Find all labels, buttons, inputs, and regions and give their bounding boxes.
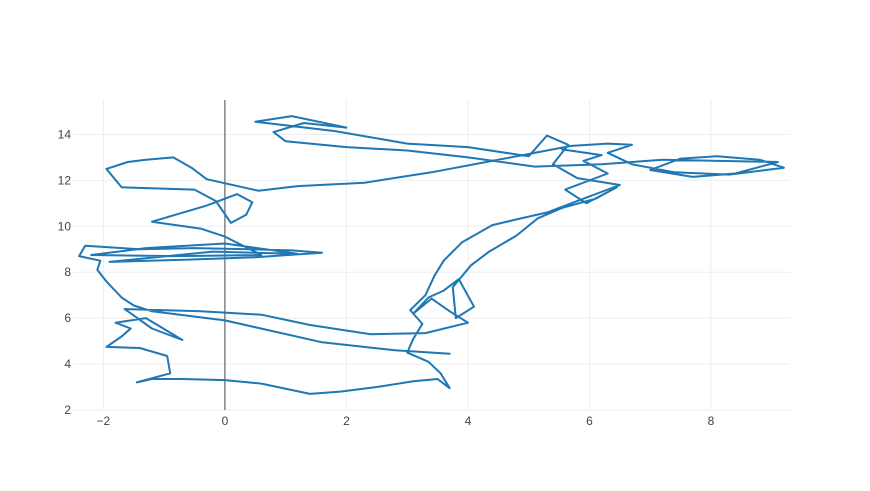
x-tick-label: −2 (97, 414, 111, 428)
x-tick-label: 4 (465, 414, 472, 428)
series-line-0 (78, 115, 785, 395)
y-axis-tick-labels: 2 4 6 8 10 12 14 (58, 127, 72, 417)
y-tick-label: 6 (64, 311, 71, 325)
y-tick-label: 14 (58, 127, 72, 141)
y-tick-label: 4 (64, 357, 71, 371)
y-tick-label: 12 (58, 173, 72, 187)
x-tick-label: 8 (708, 414, 715, 428)
x-tick-label: 2 (343, 414, 350, 428)
y-tick-label: 10 (58, 219, 72, 233)
x-axis-tick-labels: −2 0 2 4 6 8 (97, 414, 715, 428)
gridlines (73, 100, 790, 411)
x-tick-label: 6 (586, 414, 593, 428)
x-tick-label: 0 (222, 414, 229, 428)
y-tick-label: 8 (64, 265, 71, 279)
trace-layer (78, 115, 785, 395)
y-tick-label: 2 (64, 403, 71, 417)
